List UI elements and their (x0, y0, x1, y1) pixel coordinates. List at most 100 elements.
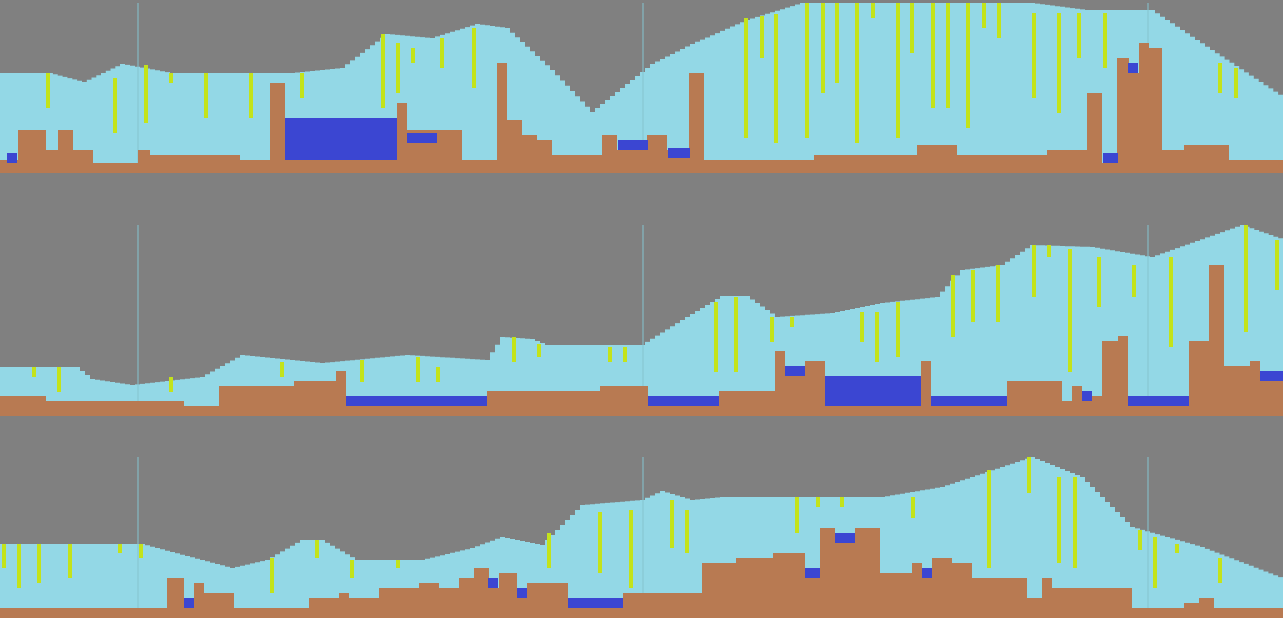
dirt-block (527, 583, 568, 608)
dirt-block (1250, 361, 1260, 406)
water-block (922, 568, 932, 578)
dirt-block (689, 73, 704, 163)
grass-blade (1218, 558, 1222, 583)
grass-blade (896, 3, 900, 138)
grass-blade (734, 297, 738, 372)
grass-blade (816, 497, 820, 507)
grass-blade (795, 497, 799, 533)
grass-blade (1097, 257, 1101, 307)
water-block (1260, 371, 1283, 381)
dirt-block (1162, 150, 1184, 163)
grass-blade (821, 3, 825, 93)
dirt-block (339, 593, 349, 608)
grass-blade (1218, 63, 1222, 93)
grass-blade (249, 73, 253, 118)
grass-blade (835, 3, 839, 83)
dirt-block (419, 583, 439, 608)
dirt-block (1062, 401, 1072, 406)
dirt-block (704, 160, 814, 163)
dirt-block (487, 391, 600, 406)
dirt-block (219, 386, 294, 406)
grass-blade (113, 78, 117, 133)
grass-blade (360, 360, 364, 382)
dirt-block (952, 563, 972, 608)
grass-blade (1169, 257, 1173, 347)
grass-blade (860, 312, 864, 342)
dirt-block (1129, 73, 1139, 163)
water-block (568, 598, 623, 608)
water-block (668, 148, 690, 158)
dirt-block (1184, 145, 1229, 163)
dirt-block (517, 598, 527, 608)
dirt-block (1072, 386, 1082, 406)
water-block (517, 588, 527, 598)
terrain-strip-middle (0, 225, 1283, 416)
grass-blade (1103, 13, 1107, 68)
dirt-block (507, 120, 522, 163)
grass-blade (270, 558, 274, 593)
water-block (931, 396, 1007, 406)
grass-blade (1153, 537, 1157, 588)
grass-blade (1275, 240, 1279, 290)
grass-blade (911, 497, 915, 518)
grass-blade (396, 43, 400, 93)
dirt-block (775, 351, 785, 406)
dirt-block (1052, 588, 1132, 608)
dirt-block (522, 135, 537, 163)
grass-blade (770, 317, 774, 342)
dirt-block (880, 573, 912, 608)
grass-blade (714, 302, 718, 372)
grass-blade (381, 34, 385, 108)
dirt-block (1139, 43, 1149, 163)
water-block (184, 598, 194, 608)
grass-blade (875, 312, 879, 362)
grass-blade (1047, 245, 1051, 257)
water-block (618, 140, 648, 150)
grass-blade (300, 73, 304, 98)
dirt-block (912, 563, 922, 608)
grass-blade (2, 544, 6, 568)
dirt-block (617, 150, 647, 163)
grass-blade (760, 16, 764, 58)
dirt-block (18, 130, 46, 163)
dirt-block (1102, 341, 1118, 406)
dirt-block (921, 361, 931, 406)
grass-blade (871, 3, 875, 18)
grass-blade (1244, 225, 1248, 332)
dirt-block (474, 568, 489, 608)
water-block (1082, 391, 1092, 401)
water-block (488, 578, 498, 588)
grass-blade (1175, 544, 1179, 553)
dirt-block (1209, 265, 1224, 406)
dirt-block (204, 593, 234, 608)
grass-blade (744, 18, 748, 138)
grass-blade (169, 73, 173, 83)
dirt-block (537, 140, 552, 163)
dirt-block (462, 160, 497, 163)
dirt-block (1042, 578, 1052, 608)
grass-blade (987, 470, 991, 568)
grass-blade (1138, 530, 1142, 550)
dirt-block (1184, 603, 1199, 608)
grass-blade (396, 560, 400, 568)
grass-blade (144, 65, 148, 123)
grass-blade (951, 275, 955, 337)
dirt-block (855, 528, 880, 608)
grass-blade (204, 73, 208, 118)
dirt-block (397, 103, 407, 163)
terrain-strip-bottom (0, 457, 1283, 618)
water-block (346, 396, 487, 406)
grass-blade (169, 377, 173, 392)
dirt-block (814, 155, 917, 163)
dirt-block (820, 528, 835, 608)
grass-blade (670, 500, 674, 548)
grass-blade (1057, 477, 1061, 563)
grass-blade (416, 357, 420, 382)
dirt-block (194, 583, 204, 608)
dirt-block (552, 155, 602, 163)
dirt-block (736, 558, 773, 608)
grass-blade (855, 3, 859, 143)
dirt-block (1149, 48, 1162, 163)
water-block (785, 366, 805, 376)
